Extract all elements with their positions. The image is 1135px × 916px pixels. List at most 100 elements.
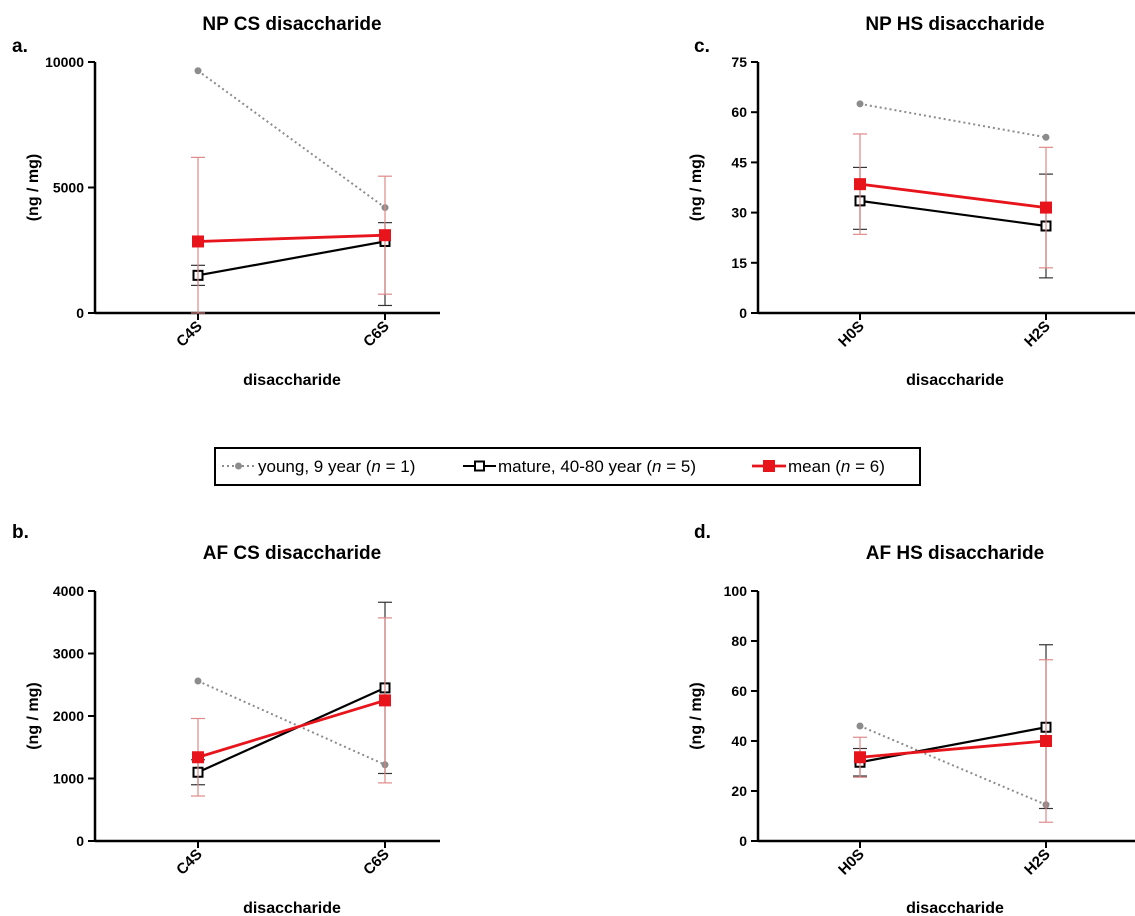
y-tick-label: 40 (731, 733, 747, 749)
legend-label-suffix: = 5) (661, 457, 696, 476)
series-mean (853, 133, 1053, 269)
legend-label-n: n (841, 457, 850, 476)
y-tick-label: 15 (731, 255, 747, 271)
y-tick-label: 2000 (53, 708, 84, 724)
chart-title: AF CS disaccharide (203, 543, 381, 564)
y-tick-label: 45 (731, 154, 747, 170)
panel-letter: c. (694, 36, 710, 57)
y-tick-label: 5000 (53, 180, 84, 196)
y-tick-label: 60 (731, 683, 747, 699)
x-tick-label: C6S (360, 318, 393, 351)
data-point (192, 235, 204, 248)
y-tick-label: 1000 (53, 771, 84, 787)
series-line (859, 726, 1047, 764)
y-tick-label: 0 (76, 833, 84, 849)
series-young (856, 722, 1050, 809)
series-mature (191, 601, 392, 786)
series-mean (191, 617, 392, 797)
y-tick-label: 10000 (45, 54, 84, 70)
x-tick-label: C4S (173, 846, 206, 879)
series-mature (853, 644, 1053, 810)
legend-label-suffix: = 6) (850, 457, 885, 476)
legend-marker (235, 462, 242, 470)
series-line (197, 680, 386, 766)
legend-label: mature, 40-80 year (n = 5) (498, 457, 696, 476)
data-point (194, 677, 202, 685)
legend-label-prefix: mature, 40-80 year ( (498, 457, 652, 476)
chart-panel-1: a. NP CS disaccharide 0 5000 10000 (ng / mg) C… (12, 14, 440, 389)
series-mature (853, 166, 1053, 279)
y-tick-label: 60 (731, 104, 747, 120)
y-tick-label: 30 (731, 205, 747, 221)
legend-label-n: n (652, 457, 661, 476)
y-tick-label: 4000 (53, 583, 84, 599)
y-tick-label: 0 (76, 305, 84, 321)
panel-letter: a. (12, 36, 28, 57)
legend-label-prefix: mean ( (788, 457, 841, 476)
panel-letter: b. (12, 522, 29, 543)
x-tick-label: H2S (1021, 846, 1054, 879)
y-tick-label: 80 (731, 633, 747, 649)
series-line (197, 240, 386, 277)
legend-label-suffix: = 1) (381, 457, 416, 476)
data-point (1040, 201, 1052, 214)
data-point (192, 751, 204, 764)
y-tick-label: 100 (724, 583, 748, 599)
series-line (197, 699, 386, 759)
x-tick-label: H0S (835, 318, 868, 351)
legend-marker (474, 460, 485, 472)
chart-panel-2: b. AF CS disaccharide 0 1000 2000 3000 4000 (ng… (12, 522, 440, 916)
legend-label-n: n (371, 457, 380, 476)
y-tick-label: 20 (731, 783, 747, 799)
x-axis-label: disaccharide (243, 900, 341, 916)
data-point (194, 67, 202, 75)
series-line (859, 739, 1047, 759)
series-line (197, 233, 386, 243)
y-axis-label: (ng / mg) (688, 682, 705, 750)
legend-marker (763, 460, 775, 472)
legend-item: young, 9 year (n = 1) (222, 457, 415, 476)
series-line (859, 725, 1047, 806)
series-line (859, 199, 1047, 228)
series-mean (191, 156, 392, 314)
y-axis-label: (ng / mg) (25, 682, 42, 750)
series-mean (853, 659, 1053, 823)
x-tick-label: C6S (360, 846, 393, 879)
x-axis-label: disaccharide (906, 372, 1004, 389)
chart-title: AF HS disaccharide (866, 543, 1044, 564)
data-point (379, 229, 391, 242)
data-point (854, 751, 866, 764)
chart-title: NP HS disaccharide (865, 14, 1044, 35)
data-point (856, 722, 864, 730)
legend-label-prefix: young, 9 year ( (258, 457, 372, 476)
y-tick-label: 0 (739, 305, 747, 321)
legend-item: mean (n = 6) (752, 457, 885, 476)
legend-box (214, 447, 921, 486)
y-tick-label: 75 (731, 54, 747, 70)
series-young (194, 677, 389, 769)
x-axis-label: disaccharide (906, 900, 1004, 916)
legend-label: mean (n = 6) (788, 457, 885, 476)
y-tick-label: 3000 (53, 646, 84, 662)
x-tick-label: H2S (1021, 318, 1054, 351)
chart-panel-3: c. NP HS disaccharide 0 15 30 45 60 75 (ng / mg)… (688, 14, 1135, 389)
x-tick-label: C4S (173, 318, 206, 351)
legend-item: mature, 40-80 year (n = 5) (463, 457, 696, 476)
y-axis-label: (ng / mg) (25, 154, 42, 222)
y-axis-label: (ng / mg) (688, 154, 705, 222)
chart-title: NP CS disaccharide (202, 14, 381, 35)
data-point (1042, 133, 1050, 141)
data-point (1040, 735, 1052, 747)
data-point (856, 100, 864, 108)
y-tick-label: 0 (739, 833, 747, 849)
series-young (194, 67, 389, 212)
series-line (859, 182, 1047, 209)
chart-panel-4: d. AF HS disaccharide 0 20 40 60 80 100 (ng / mg… (688, 522, 1135, 916)
data-point (854, 178, 866, 191)
panel-letter: d. (694, 522, 711, 543)
legend-label: young, 9 year (n = 1) (258, 457, 415, 476)
x-tick-label: H0S (835, 846, 868, 879)
series-line (859, 102, 1047, 139)
data-point (379, 694, 391, 707)
